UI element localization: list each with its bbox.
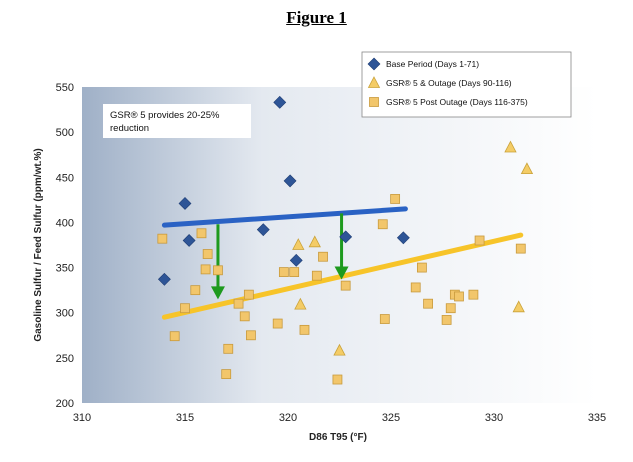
square-point [299, 324, 310, 335]
series-diamond-points [157, 95, 410, 286]
square-point [474, 235, 485, 246]
y-tick-label: 250 [56, 353, 74, 365]
y-tick-label: 200 [56, 398, 74, 410]
square-point [289, 267, 300, 277]
square-point [278, 267, 289, 277]
square-point [246, 330, 256, 341]
x-tick-label: 335 [588, 412, 606, 424]
diamond-point [273, 95, 287, 109]
square-point [379, 314, 390, 324]
square-point [441, 315, 452, 325]
triangle-point [294, 297, 307, 310]
x-tick-label: 310 [73, 412, 91, 424]
diamond-point [157, 272, 171, 286]
annotation-line-1: GSR® 5 provides 20-25% [110, 110, 220, 121]
base-trend-line [161, 206, 408, 228]
square-point [239, 311, 250, 322]
square-point [233, 298, 244, 309]
annotation-line-2: reduction [110, 123, 149, 134]
square-point [311, 270, 322, 281]
triangle-point [292, 238, 305, 250]
square-point [332, 374, 343, 385]
y-tick-label: 500 [56, 127, 74, 139]
series-triangle-points [292, 140, 534, 356]
triangle-point [308, 235, 321, 248]
square-point [157, 233, 168, 244]
reduction-arrow-2 [334, 213, 349, 280]
square-point [423, 298, 433, 309]
square-point [272, 318, 283, 329]
y-tick-label: 550 [56, 82, 74, 94]
y-axis-ticks: 200 250 300 350 400 450 500 550 [56, 82, 74, 410]
square-point [169, 331, 180, 342]
square-point [180, 303, 190, 314]
triangle-point [333, 343, 346, 356]
square-point [223, 343, 234, 354]
square-point [377, 219, 388, 230]
legend: Base Period (Days 1-71) GSR® 5 & Outage (… [361, 51, 572, 118]
diamond-point [396, 231, 410, 245]
annotation-box: GSR® 5 provides 20-25% reduction [103, 104, 251, 138]
data-points [157, 95, 534, 385]
square-point [390, 194, 401, 204]
diamond-point [289, 253, 303, 267]
legend-square-marker [369, 97, 379, 107]
diamond-point [283, 174, 297, 188]
diamond-point [178, 197, 192, 210]
y-tick-label: 350 [56, 263, 74, 275]
diamond-point [256, 223, 270, 237]
legend-triangle-marker [367, 76, 381, 88]
triangle-point [512, 300, 525, 313]
y-axis-title: Gasoline Sulfur / Feed Sulfur (ppm/wt.%) [33, 148, 44, 341]
square-point [190, 285, 201, 296]
square-point [221, 369, 232, 380]
square-point [515, 243, 526, 254]
square-point [454, 291, 464, 302]
y-tick-label: 400 [56, 217, 74, 229]
x-axis-title: D86 T95 (°F) [309, 432, 367, 443]
square-point [318, 251, 328, 262]
square-point [202, 249, 213, 259]
diamond-point [339, 230, 353, 244]
legend-label: GSR® 5 & Outage (Days 90-116) [386, 78, 512, 88]
square-point [410, 282, 421, 293]
legend-label: Base Period (Days 1-71) [386, 59, 479, 69]
y-tick-label: 450 [56, 172, 74, 184]
y-tick-label: 300 [56, 308, 74, 320]
x-tick-label: 315 [176, 412, 194, 424]
reduction-arrows [210, 213, 349, 300]
x-tick-label: 325 [382, 412, 400, 424]
diamond-point [182, 234, 196, 247]
square-point [200, 264, 211, 275]
reduction-arrow-1 [210, 224, 225, 300]
square-point [416, 262, 427, 273]
triangle-point [504, 140, 517, 153]
x-tick-label: 330 [485, 412, 503, 424]
triangle-point [520, 162, 534, 175]
figure-title: Figure 1 [286, 8, 347, 27]
series-square-points [157, 194, 526, 385]
arrow-head [210, 286, 225, 300]
x-axis-ticks: 310 315 320 325 330 335 [73, 412, 606, 424]
square-point [196, 228, 207, 239]
legend-diamond-marker [367, 57, 381, 71]
square-point [243, 289, 254, 300]
square-point [340, 280, 351, 291]
arrow-head [334, 266, 349, 280]
legend-label: GSR® 5 Post Outage (Days 116-375) [386, 97, 528, 107]
square-point [213, 265, 223, 276]
square-point [445, 303, 456, 314]
x-tick-label: 320 [279, 412, 297, 424]
square-point [468, 289, 479, 300]
